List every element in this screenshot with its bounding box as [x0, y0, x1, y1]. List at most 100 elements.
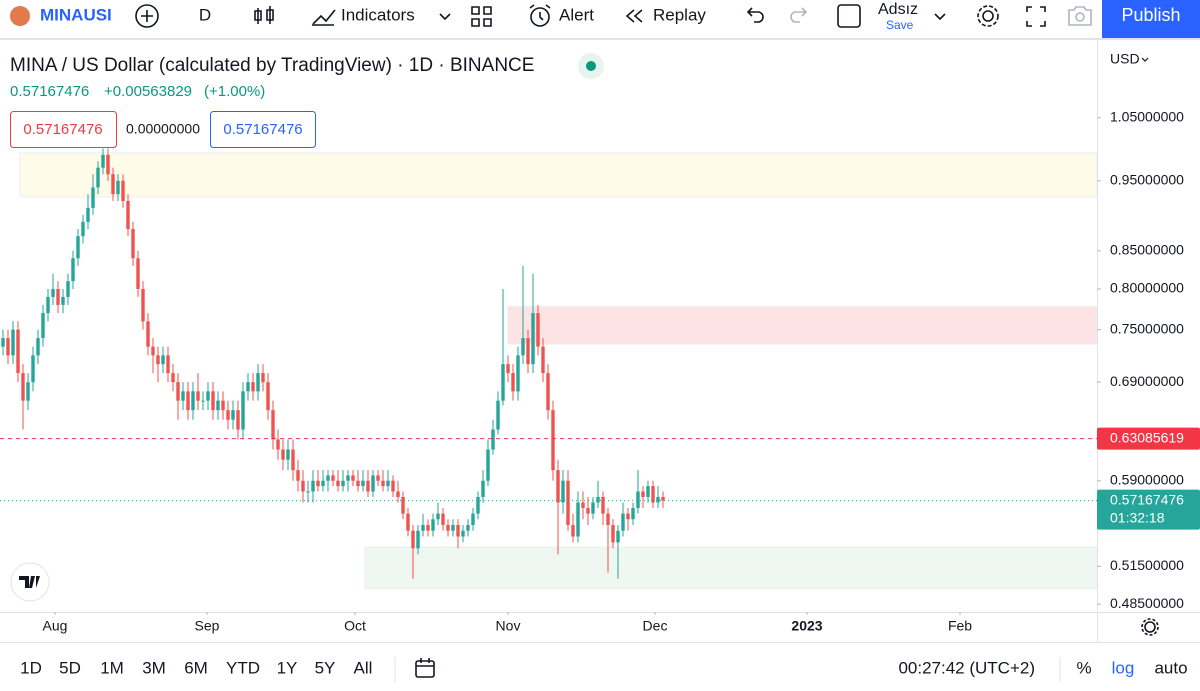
interval[interactable]: D [199, 5, 211, 24]
candle-body [376, 475, 380, 481]
candle-body [391, 480, 395, 492]
templates[interactable] [471, 6, 492, 27]
candle-body [21, 373, 25, 401]
range-button[interactable]: 5D [59, 658, 81, 677]
percent-toggle[interactable]: % [1076, 658, 1091, 677]
candle-body [281, 449, 285, 460]
range-button[interactable]: 3M [142, 658, 166, 677]
candle-body [61, 296, 65, 305]
candle-body [606, 513, 610, 525]
price-label-bg [1097, 427, 1200, 450]
alert-icon[interactable] [530, 7, 550, 27]
legend: MINA / US Dollar (calculated by TradingV… [10, 53, 604, 148]
candle-body [231, 410, 235, 420]
candle-body [126, 200, 130, 229]
candle-body [176, 382, 180, 401]
candle-body [531, 313, 535, 365]
candle-body [171, 373, 175, 383]
settings[interactable] [982, 10, 994, 22]
candle-body [181, 391, 185, 401]
symbol-logo [10, 6, 30, 26]
redo [790, 7, 808, 23]
candle-body [131, 228, 135, 259]
candle-body [356, 480, 360, 487]
x-tick-label: Dec [643, 618, 668, 634]
range-button[interactable]: All [354, 658, 373, 677]
layout-name[interactable]: Adsız [878, 1, 918, 18]
candle-body [31, 355, 35, 383]
candle-body [436, 513, 440, 520]
x-tick-label: Feb [948, 618, 972, 634]
clock[interactable]: 00:27:42 (UTC+2) [898, 658, 1035, 677]
candle-body [316, 480, 320, 487]
chart-type[interactable] [254, 6, 274, 24]
candle-body [521, 338, 525, 356]
range-button[interactable]: 1D [20, 658, 42, 677]
snapshot[interactable] [1068, 6, 1092, 26]
indicators[interactable]: Indicators [341, 5, 415, 24]
currency[interactable]: USD [1110, 51, 1140, 67]
sell-box[interactable] [10, 111, 117, 148]
y-tick-label: 0.51500000 [1110, 557, 1184, 573]
candle-body [241, 391, 245, 430]
x-tick-label: Nov [496, 618, 521, 634]
candle-body [201, 400, 205, 402]
candle-body [166, 355, 170, 374]
ask[interactable]: 0.57167476 [223, 121, 302, 138]
candle-body [371, 475, 375, 492]
symbol[interactable]: MINAUSI [40, 5, 112, 24]
candle-body [111, 174, 115, 195]
auto-toggle[interactable]: auto [1154, 658, 1187, 677]
range-button[interactable]: 1M [100, 658, 124, 677]
candle-body [441, 513, 445, 525]
candle-body [401, 496, 405, 514]
log-toggle[interactable]: log [1112, 658, 1135, 677]
range-button[interactable]: 6M [184, 658, 208, 677]
candle-body [651, 486, 655, 503]
candle-body [11, 329, 15, 356]
save[interactable]: Save [886, 18, 914, 32]
alert[interactable]: Alert [559, 5, 594, 24]
candle-body [266, 382, 270, 411]
candle-body [501, 364, 505, 401]
candle-body [331, 475, 335, 481]
publish-button[interactable] [1102, 0, 1200, 38]
candle-body [481, 480, 485, 497]
go-to-date[interactable] [415, 660, 435, 678]
range-button[interactable]: 1Y [277, 658, 298, 677]
axis-settings[interactable] [1144, 621, 1156, 633]
candle-body [526, 338, 530, 365]
candle-body [186, 391, 190, 411]
y-tick-label: 0.69000000 [1110, 373, 1184, 389]
publish[interactable]: Publish [1121, 5, 1180, 25]
candle-body [341, 480, 345, 487]
candle-body [1, 338, 5, 347]
candle-body [291, 449, 295, 471]
price-label-bg [1097, 489, 1200, 530]
replay-icon[interactable] [625, 9, 643, 23]
candle-body [411, 530, 415, 549]
candle-body [656, 496, 660, 503]
range-button[interactable]: 5Y [315, 658, 336, 677]
bid[interactable]: 0.57167476 [23, 121, 102, 138]
candle-body [211, 391, 215, 411]
candle-body [256, 373, 260, 392]
candle-body [551, 410, 555, 471]
undo[interactable] [746, 7, 764, 23]
market-status[interactable] [586, 61, 596, 71]
bottom-bar: 00:27:42 (UTC+2) % log auto 1D 5D 1M 3M 6M YT… [20, 657, 1188, 682]
candle-body [361, 480, 365, 487]
candle-body [456, 524, 460, 537]
candle-body [206, 391, 210, 401]
candle-body [66, 281, 70, 297]
indicators-icon[interactable] [312, 9, 336, 25]
fullscreen[interactable] [1026, 6, 1046, 27]
buy-box[interactable] [210, 111, 316, 148]
replay[interactable]: Replay [653, 5, 706, 24]
x-tick-label: Aug [43, 618, 68, 634]
layout[interactable] [837, 4, 861, 28]
candle-body [221, 400, 225, 411]
add-symbol[interactable] [135, 4, 159, 28]
y-tick-label: 0.80000000 [1110, 280, 1184, 296]
range-button[interactable]: YTD [226, 658, 260, 677]
